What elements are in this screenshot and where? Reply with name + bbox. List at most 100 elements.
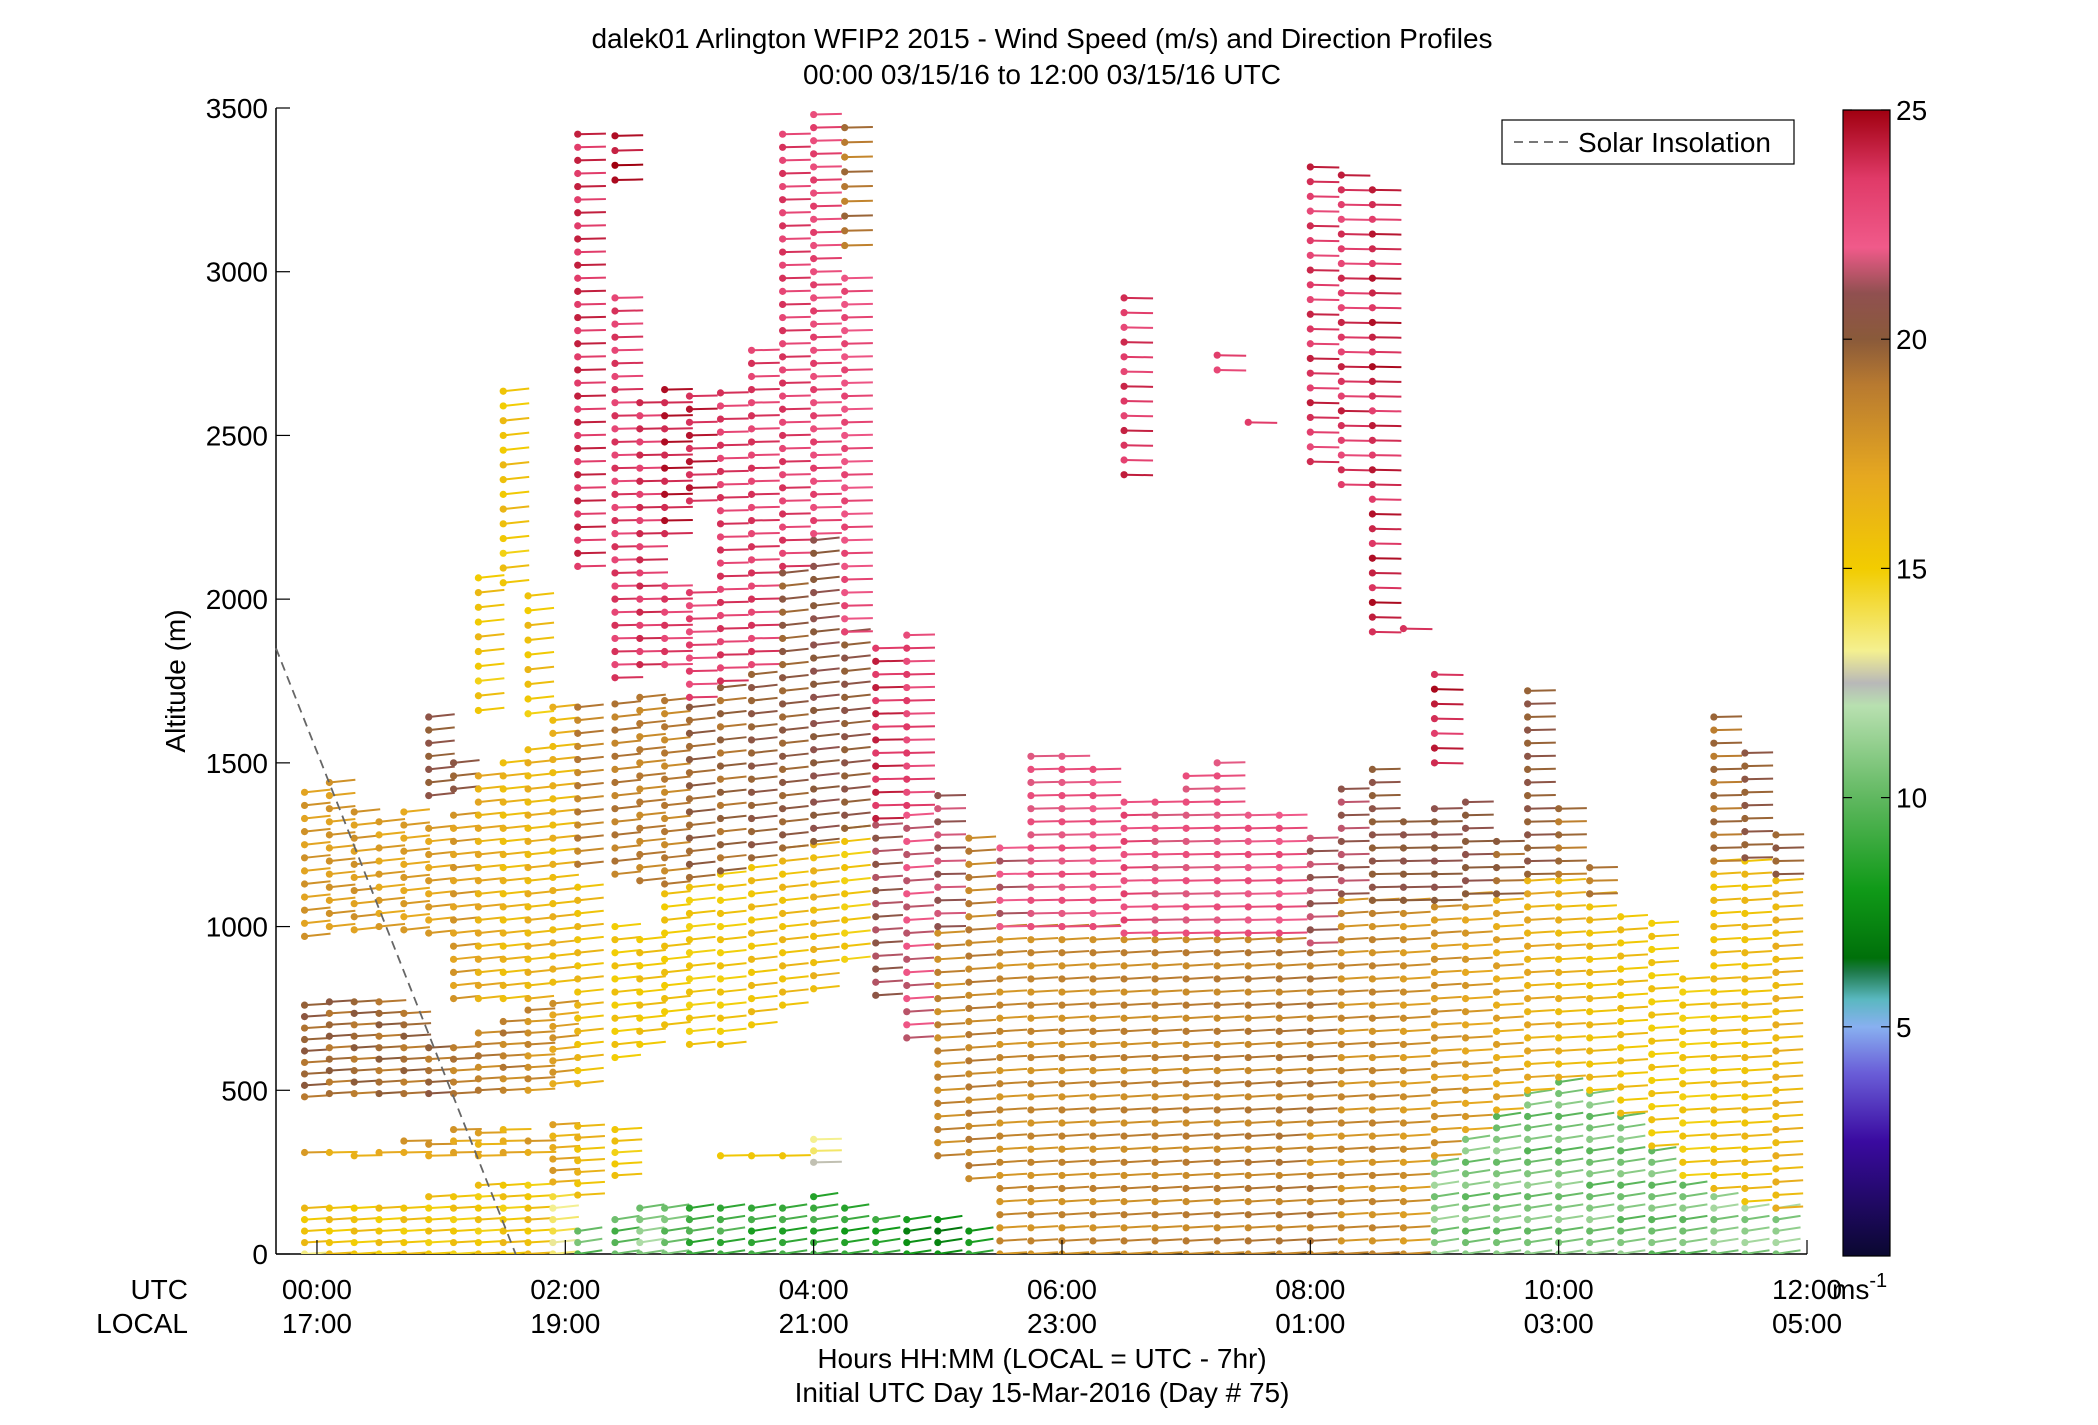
wind-barb-shaft: [528, 1150, 557, 1154]
wind-barb-shaft: [1372, 409, 1402, 413]
x-tick-label-utc: 12:00: [1772, 1274, 1842, 1305]
wind-barb-shaft: [875, 927, 903, 931]
wind-barb-point: [1089, 765, 1097, 774]
wind-barb-point: [1555, 903, 1563, 911]
wind-barb-point: [1244, 890, 1252, 898]
wind-barb-point: [1586, 1204, 1594, 1212]
y-tick-label: 1500: [206, 748, 268, 779]
wind-barb-shaft: [1030, 885, 1060, 889]
wind-barb-shaft: [428, 863, 455, 869]
wind-barb-point: [574, 510, 582, 518]
wind-barb-point: [841, 1250, 849, 1254]
wind-barb-shaft: [1061, 1054, 1090, 1059]
wind-barb-shaft: [1682, 1120, 1711, 1125]
wind-barb-point: [636, 850, 644, 859]
wind-barb-point: [1089, 1132, 1097, 1140]
wind-barb-point: [661, 661, 669, 669]
wind-barb-shaft: [1558, 1157, 1584, 1164]
wind-barb-shaft: [751, 1007, 778, 1013]
wind-barb-shaft: [906, 864, 935, 869]
wind-barb-point: [779, 713, 787, 721]
wind-barb-point: [747, 981, 756, 990]
wind-barb-shaft: [1527, 969, 1555, 974]
wind-barb-shaft: [614, 1249, 640, 1254]
wind-barb-point: [611, 778, 619, 787]
wind-barb-point: [1617, 1135, 1625, 1143]
wind-barb-shaft: [1372, 859, 1401, 863]
wind-barb-point: [1772, 1073, 1780, 1081]
wind-barb-shaft: [1682, 1002, 1711, 1007]
wind-barb-point: [350, 1227, 358, 1235]
wind-barb-point: [1368, 1093, 1377, 1101]
wind-barb-point: [1182, 864, 1190, 872]
wind-barb-shaft: [1496, 1180, 1522, 1187]
wind-barb-shaft: [614, 857, 642, 863]
wind-barb-shaft: [751, 1203, 777, 1210]
wind-barb-point: [841, 759, 849, 767]
wind-barb-shaft: [527, 606, 555, 612]
wind-barb-shaft: [1341, 1002, 1369, 1007]
wind-barb-shaft: [1713, 715, 1743, 719]
wind-barb-point: [350, 926, 358, 934]
wind-barb-point: [1492, 1158, 1501, 1166]
wind-barb-point: [1399, 922, 1408, 931]
y-tick-label: 3500: [206, 93, 268, 124]
wind-barb-shaft: [844, 199, 873, 203]
wind-barb-point: [1058, 1080, 1066, 1088]
wind-barb-shaft: [1403, 1212, 1431, 1216]
wind-barb-point: [1027, 818, 1035, 826]
wind-barb-shaft: [1155, 1067, 1183, 1072]
wind-barb-shaft: [1527, 1180, 1553, 1187]
wind-barb-shaft: [1061, 1041, 1090, 1046]
wind-barb-point: [903, 903, 911, 911]
wind-barb-shaft: [1372, 571, 1402, 575]
wind-barb-point: [747, 1204, 756, 1212]
wind-barb-point: [1213, 1067, 1221, 1075]
wind-barb-point: [549, 1057, 557, 1065]
wind-barb-shaft: [844, 473, 873, 476]
wind-barb-shaft: [1775, 1100, 1804, 1105]
wind-barb-point: [574, 418, 582, 426]
wind-barb-shaft: [1403, 910, 1431, 915]
wind-barb-shaft: [999, 885, 1029, 889]
wind-barb-shaft: [751, 762, 778, 768]
wind-barb-point: [474, 1193, 482, 1201]
wind-barb-shaft: [782, 778, 809, 784]
wind-barb-point: [1524, 844, 1532, 852]
wind-barb-point: [1679, 1040, 1687, 1049]
wind-barb-point: [400, 1216, 408, 1224]
wind-barb-shaft: [999, 1212, 1028, 1216]
wind-barb-point: [779, 327, 787, 335]
wind-barb-point: [1213, 962, 1221, 970]
wind-barb-point: [872, 670, 880, 679]
wind-barb-point: [1710, 1067, 1718, 1075]
wind-barb-point: [1337, 1093, 1345, 1101]
wind-barb-shaft: [552, 1079, 579, 1085]
wind-barb-shaft: [1372, 767, 1401, 771]
wind-barb-point: [474, 1250, 482, 1254]
wind-barb-point: [1741, 1238, 1749, 1247]
wind-barb-point: [524, 890, 532, 898]
wind-barb-shaft: [1434, 1074, 1462, 1079]
wind-barb-shaft: [875, 835, 903, 840]
wind-barb-point: [611, 490, 619, 498]
wind-barb-shaft: [751, 981, 778, 987]
wind-barb-point: [1275, 929, 1283, 937]
wind-barb-point: [1337, 922, 1345, 931]
wind-barb-shaft: [1465, 904, 1493, 908]
wind-barb-shaft: [1434, 1139, 1462, 1144]
wind-barb-shaft: [1186, 989, 1214, 994]
wind-barb-shaft: [1558, 1022, 1586, 1026]
wind-barb-shaft: [813, 693, 840, 699]
wind-barb-point: [1058, 870, 1066, 878]
wind-barb-shaft: [782, 289, 811, 293]
wind-barb-point: [1710, 1158, 1718, 1166]
wind-barb-point: [1182, 824, 1190, 832]
wind-barb-shaft: [1713, 1191, 1739, 1198]
wind-barb-shaft: [813, 1226, 839, 1233]
wind-barb-shaft: [1155, 950, 1183, 954]
wind-barb-shaft: [1775, 833, 1805, 836]
wind-barb-shaft: [1775, 1179, 1804, 1183]
wind-barb-shaft: [844, 732, 871, 738]
wind-barb-point: [611, 831, 619, 839]
